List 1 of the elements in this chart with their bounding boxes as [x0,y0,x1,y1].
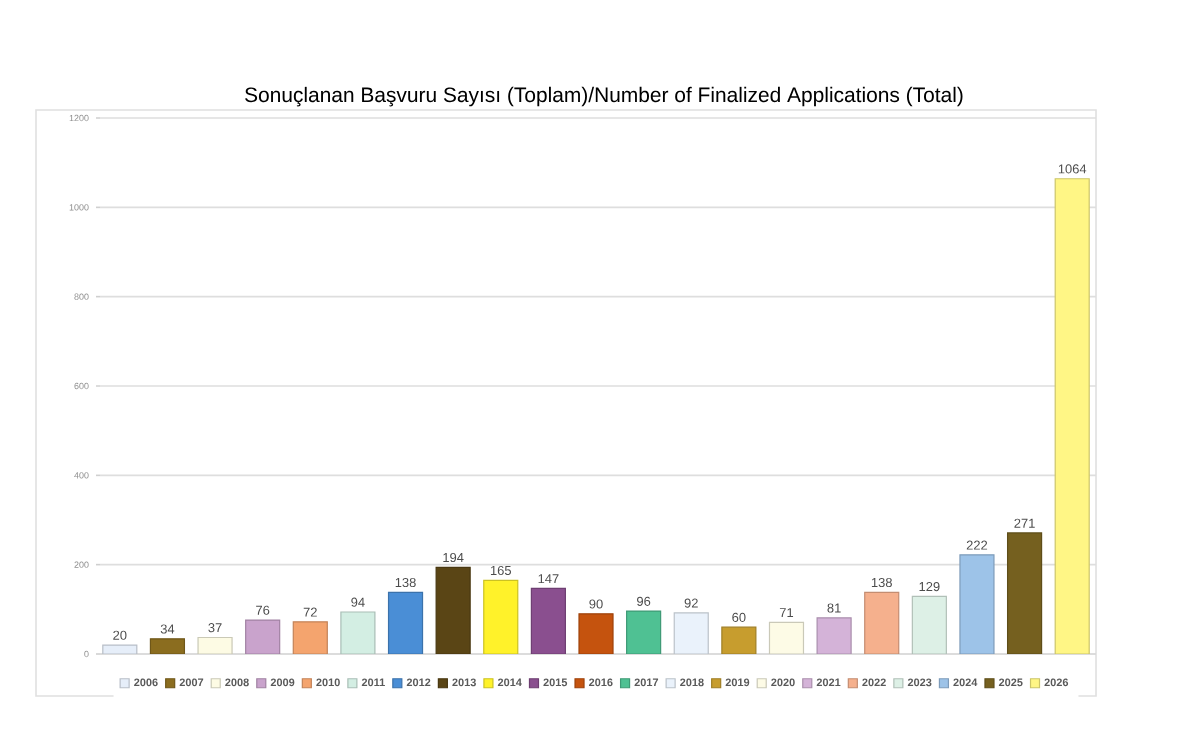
chart-title: Sonuçlanan Başvuru Sayısı (Toplam)/Number of Finalized Applications (Total) [245,86,963,107]
